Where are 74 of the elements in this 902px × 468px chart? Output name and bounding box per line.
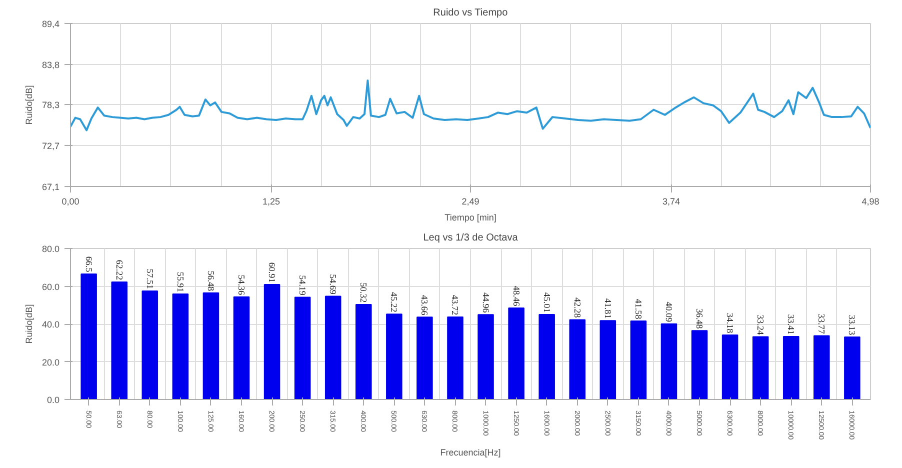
y-tick-label: 83,8	[42, 60, 60, 70]
bar	[508, 308, 524, 400]
bar	[294, 296, 311, 400]
bar	[538, 314, 555, 400]
y-tick-label: 40.0	[42, 320, 60, 330]
bar	[111, 282, 128, 400]
data-label: 55.91	[175, 272, 186, 292]
x-axis-title: Tiempo [min]	[444, 212, 496, 222]
data-label: 43.66	[420, 294, 430, 316]
data-label: 60.91	[267, 262, 278, 283]
bar	[782, 336, 800, 400]
chart-title: Ruido vs Tiempo	[433, 8, 508, 18]
bar	[202, 292, 220, 400]
data-label: 62.22	[114, 260, 124, 280]
data-label: 50.32	[358, 282, 369, 303]
bar	[142, 290, 158, 400]
data-label: 66.5	[84, 256, 94, 273]
x-tick-label: 2,49	[462, 196, 480, 206]
bar	[844, 336, 860, 400]
bar	[569, 319, 586, 400]
bar	[447, 316, 464, 400]
bar	[630, 320, 647, 400]
data-label: 56.48	[206, 270, 216, 292]
y-tick-label: 72,7	[42, 141, 60, 152]
bar	[660, 323, 678, 400]
y-axis-title: Ruido[dB]	[24, 304, 34, 344]
data-label: 45.01	[542, 292, 552, 313]
bar	[264, 284, 280, 400]
bar	[172, 293, 189, 400]
bar	[355, 304, 372, 400]
bar	[416, 316, 433, 400]
data-label: 42.28	[572, 298, 582, 318]
data-label: 57.51	[144, 268, 155, 290]
x-tick-label: 4,98	[862, 196, 880, 206]
data-label: 33.24	[756, 314, 766, 336]
data-label: 41.58	[633, 298, 644, 320]
data-label: 33.41	[786, 314, 796, 335]
bar	[478, 314, 494, 400]
y-tick-label: 67,1	[42, 182, 60, 192]
y-tick-label: 60.0	[42, 282, 60, 292]
y-tick-label: 80.0	[42, 244, 60, 254]
x-tick-label: 1,25	[262, 196, 280, 206]
bar	[691, 330, 708, 400]
bar	[80, 273, 97, 400]
chart-title: Leq vs 1/3 de Octava	[423, 232, 518, 244]
data-label: 45.22	[389, 292, 400, 312]
data-label: 54.36	[236, 274, 246, 296]
bar	[233, 296, 250, 400]
data-label: 33.13	[847, 314, 858, 336]
data-label: 41.81	[602, 298, 613, 319]
y-tick-label: 0.0	[46, 395, 60, 405]
y-tick-label: 78,3	[42, 100, 60, 110]
data-label: 54.69	[328, 274, 338, 295]
data-label: 43.72	[450, 294, 460, 316]
y-tick-label: 89,4	[42, 19, 60, 29]
bar	[386, 314, 402, 400]
y-axis-title: Ruido[dB]	[24, 85, 34, 125]
data-label: 40.09	[664, 302, 674, 322]
x-tick-label: 0,00	[62, 196, 80, 206]
bar	[752, 336, 769, 400]
data-label: 48.46	[511, 286, 522, 307]
data-label: 36.48	[694, 308, 705, 330]
data-label: 34.18	[725, 312, 736, 334]
bar	[722, 334, 738, 400]
bar	[814, 335, 830, 400]
data-label: 54.19	[298, 275, 308, 296]
x-tick-label: 3,74	[662, 196, 680, 206]
data-label: 44.96	[480, 292, 491, 314]
x-axis-title: Frecuencia[Hz]	[440, 448, 501, 458]
y-tick-label: 20.0	[42, 357, 60, 368]
line-series	[70, 80, 870, 132]
data-label: 33.77	[816, 314, 827, 334]
bar	[324, 296, 342, 400]
bar	[600, 320, 616, 400]
